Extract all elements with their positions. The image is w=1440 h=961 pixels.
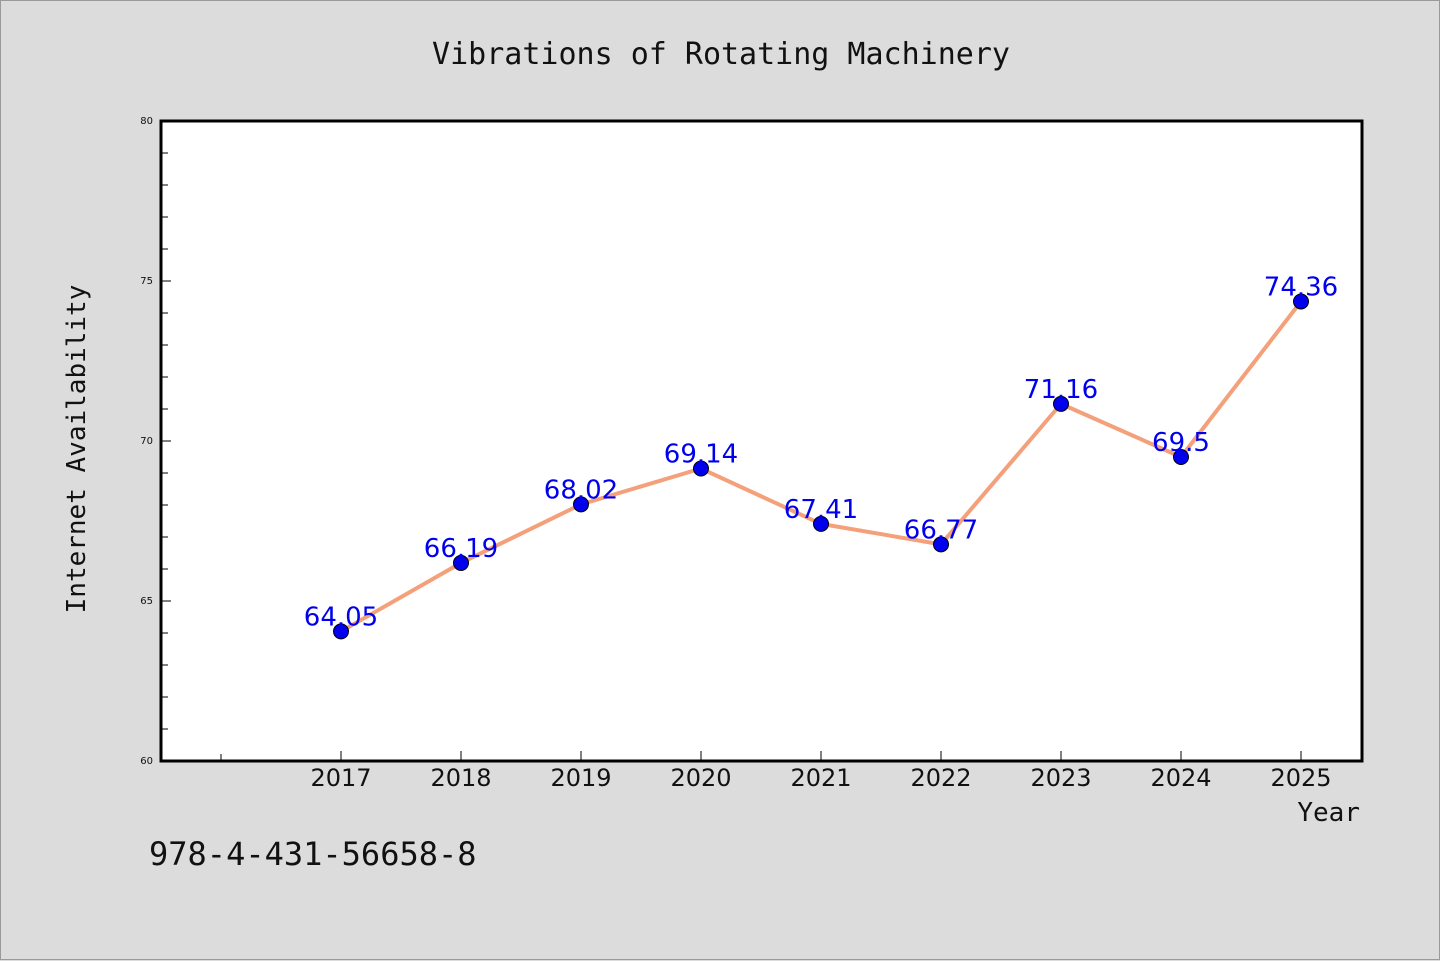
data-point	[573, 496, 589, 513]
x-tick-label: 2018	[430, 764, 491, 792]
data-label: 64.05	[304, 602, 378, 632]
x-tick-label: 2017	[310, 764, 371, 792]
y-tick-label: 75	[140, 276, 153, 287]
series-layer	[333, 293, 1309, 640]
plot-area	[159, 119, 1364, 763]
chart-title: Vibrations of Rotating Machinery	[432, 37, 1010, 72]
footer-code: 978-4-431-56658-8	[149, 835, 477, 873]
data-point	[453, 554, 469, 571]
data-label: 74.36	[1264, 272, 1338, 302]
data-point	[933, 536, 949, 553]
x-axis-label: Year	[1297, 798, 1360, 828]
data-point	[333, 623, 349, 640]
y-axis-label: Internet Availability	[62, 285, 92, 614]
x-tick-label: 2020	[670, 764, 731, 792]
y-tick-label: 65	[140, 596, 153, 607]
y-axis-ticks: 60 65 70 75 80	[140, 116, 171, 767]
x-tick-label: 2023	[1030, 764, 1091, 792]
data-label: 67.41	[784, 495, 858, 525]
data-label: 66.77	[904, 515, 978, 545]
data-label: 71.16	[1024, 375, 1098, 405]
data-point	[1173, 449, 1189, 465]
data-label: 68.02	[544, 475, 618, 505]
y-tick-label: 80	[140, 116, 153, 127]
data-label: 69.14	[664, 440, 738, 470]
x-tick-label: 2022	[910, 764, 971, 792]
data-labels: 64.05 66.19 68.02 69.14 67.41 66.77 71.16 69.5 7…	[304, 272, 1338, 632]
data-label: 66.19	[424, 534, 498, 564]
y-tick-label: 70	[140, 436, 153, 447]
data-point	[1053, 395, 1069, 412]
y-tick-label: 60	[140, 756, 153, 767]
x-axis-ticks: 2017 2018 2019 2020 2021 2022 2023 2024 2025	[220, 751, 1332, 792]
x-tick-label: 2021	[790, 764, 851, 792]
data-point	[1293, 293, 1309, 310]
data-point	[693, 460, 709, 477]
x-tick-label: 2024	[1150, 764, 1211, 792]
data-point	[813, 515, 829, 532]
data-label: 69.5	[1152, 428, 1210, 458]
x-tick-label: 2025	[1270, 764, 1331, 792]
x-tick-label: 2019	[550, 764, 611, 792]
